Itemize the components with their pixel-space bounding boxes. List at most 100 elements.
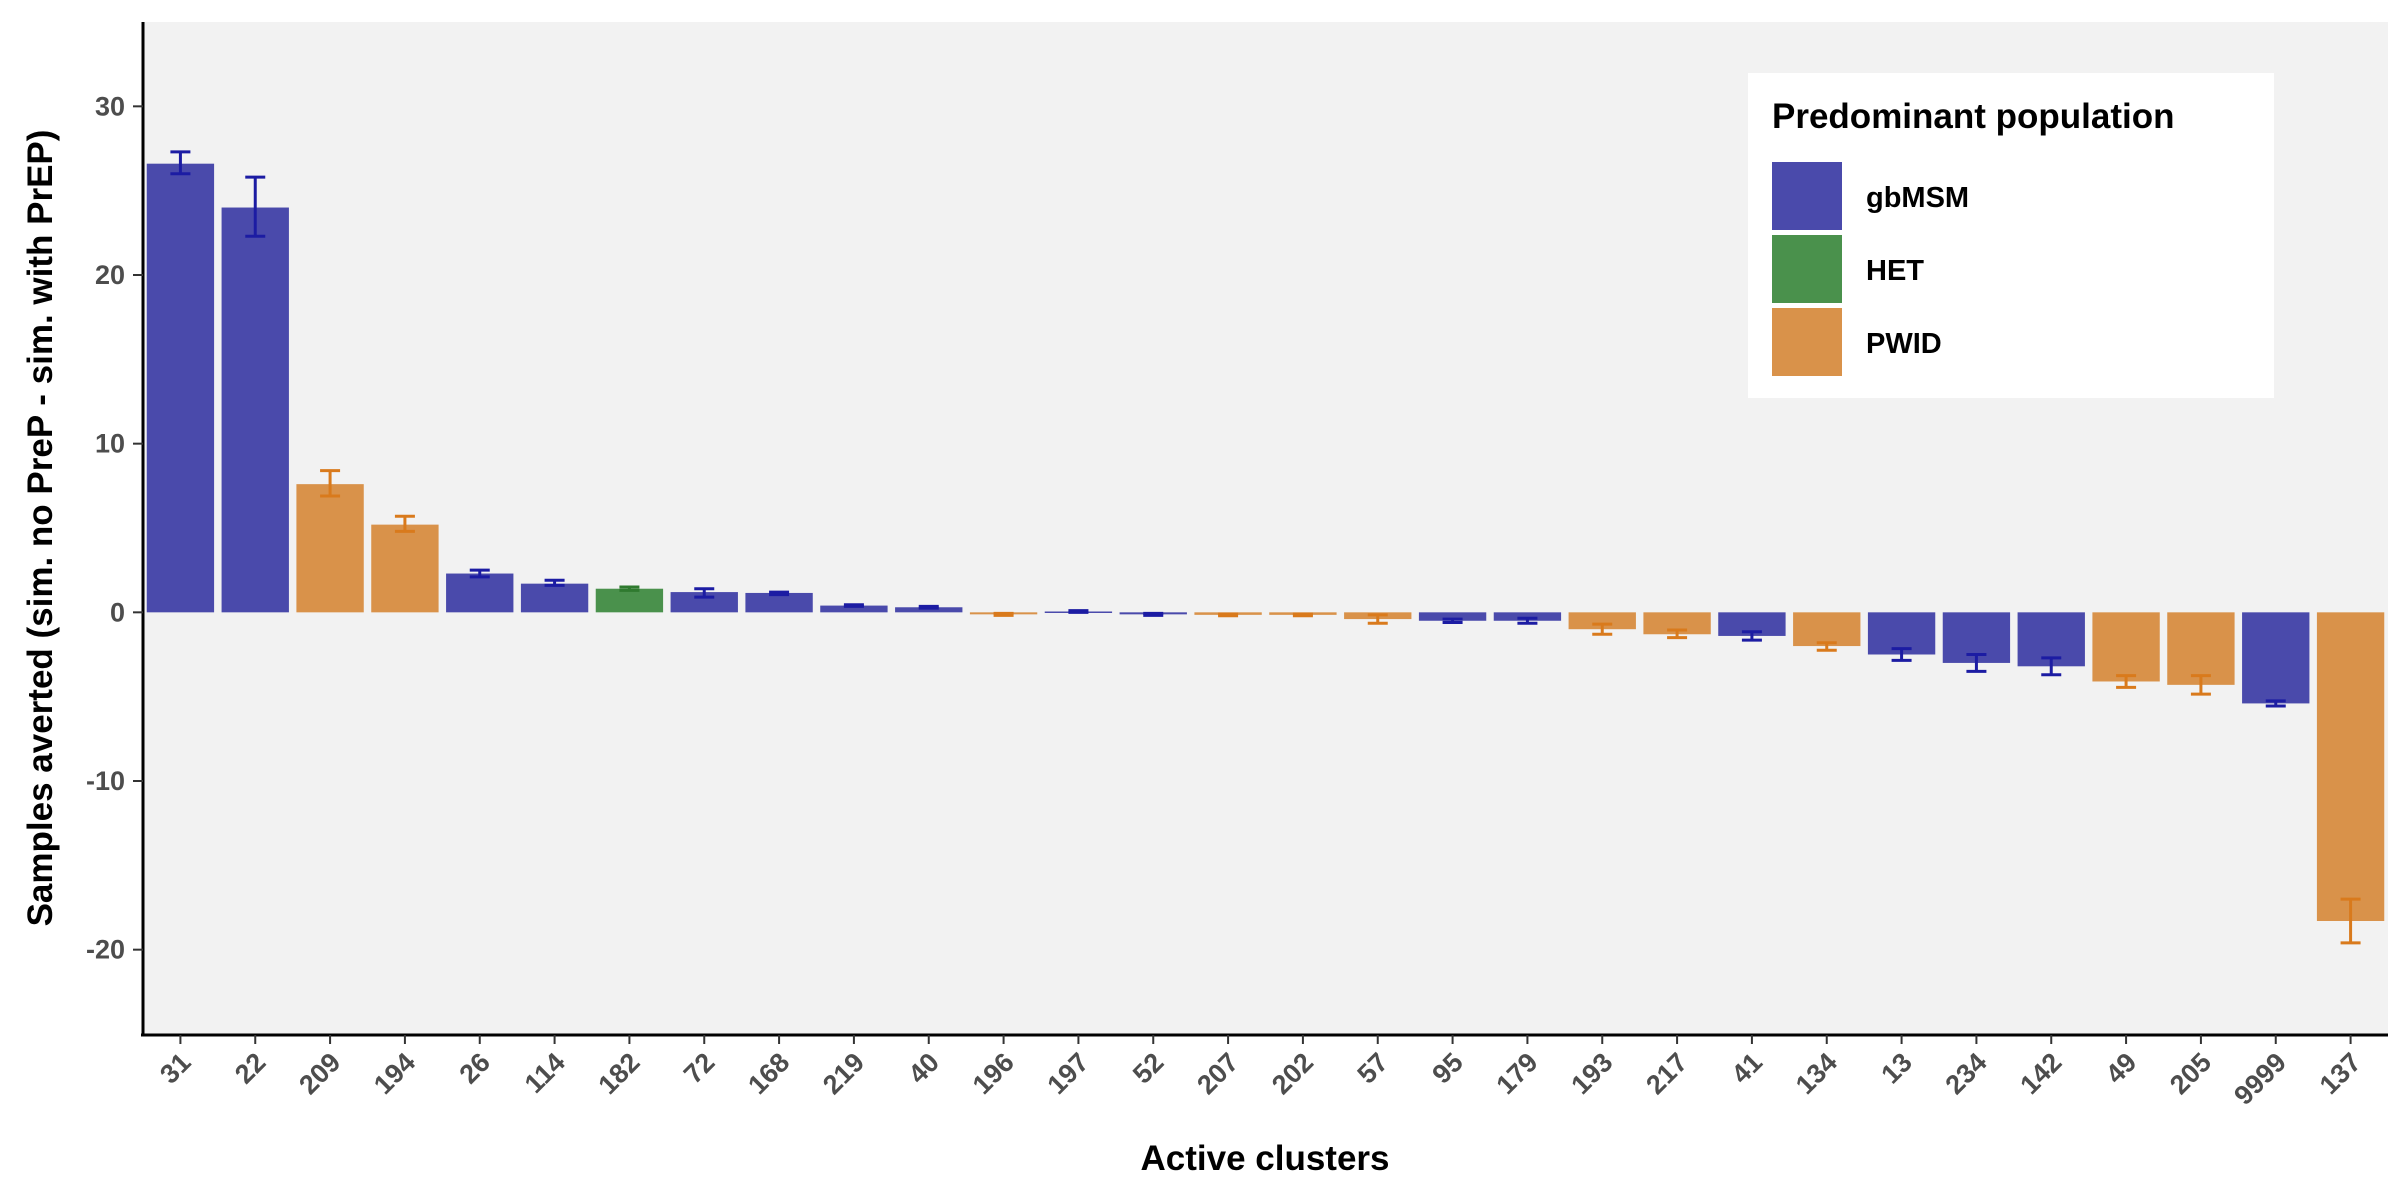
x-tick-label-182: 182 <box>593 1047 646 1100</box>
y-tick-label-0: 0 <box>110 597 125 627</box>
x-tick-label-202: 202 <box>1266 1047 1319 1100</box>
error-bar-234 <box>1966 653 1987 673</box>
x-tick-label-41: 41 <box>1726 1047 1768 1089</box>
x-tick-label-194: 194 <box>368 1047 421 1100</box>
x-tick-label-207: 207 <box>1191 1047 1244 1100</box>
error-bar-114 <box>544 578 565 587</box>
x-axis-title: Active clusters <box>1140 1139 1389 1178</box>
error-bar-9999 <box>2265 699 2286 708</box>
x-tick-label-137: 137 <box>2314 1047 2367 1100</box>
bar-31 <box>146 163 215 613</box>
x-tick-label-217: 217 <box>1640 1047 1693 1100</box>
error-bar-179 <box>1517 616 1538 625</box>
bar-182 <box>595 588 664 613</box>
y-tick-label--20: -20 <box>86 935 125 965</box>
x-tick-label-95: 95 <box>1426 1047 1468 1089</box>
x-axis-ticks: 31 22 209 194 26 114 182 72 168 219 40 196 197 52 207 2… <box>154 1035 2367 1111</box>
error-bar-95 <box>1442 617 1463 624</box>
bar-209 <box>296 484 364 613</box>
bar-193 <box>1568 612 1636 630</box>
x-tick-label-9999: 9999 <box>2228 1047 2292 1111</box>
x-tick-label-209: 209 <box>293 1047 346 1100</box>
x-tick-label-13: 13 <box>1875 1047 1917 1089</box>
error-bar-219 <box>843 603 864 608</box>
bar-205 <box>2167 612 2235 685</box>
bar-168 <box>745 592 813 613</box>
error-bar-49 <box>2116 674 2137 689</box>
x-tick-label-197: 197 <box>1042 1047 1095 1100</box>
legend-label-gbMSM: gbMSM <box>1866 182 1969 214</box>
error-bar-205 <box>2190 674 2211 696</box>
error-bar-41 <box>1741 630 1762 642</box>
legend-title: Predominant population <box>1772 97 2174 136</box>
error-bar-134 <box>1816 641 1837 652</box>
y-tick-label-30: 30 <box>95 91 125 121</box>
bar-179 <box>1493 612 1562 621</box>
error-bar-31 <box>170 150 191 176</box>
error-bar-26 <box>469 568 490 579</box>
bar-26 <box>446 573 514 613</box>
x-tick-label-52: 52 <box>1127 1047 1169 1089</box>
legend-label-HET: HET <box>1866 255 1924 287</box>
error-bar-142 <box>2041 656 2062 677</box>
error-bar-168 <box>769 590 790 597</box>
error-bar-57 <box>1367 613 1388 625</box>
bar-41 <box>1718 612 1786 636</box>
x-tick-label-196: 196 <box>967 1047 1020 1100</box>
legend-label-PWID: PWID <box>1866 328 1942 360</box>
x-tick-label-219: 219 <box>817 1047 870 1100</box>
error-bar-194 <box>394 514 415 533</box>
error-bar-137 <box>2340 897 2361 945</box>
x-tick-label-72: 72 <box>678 1047 720 1089</box>
x-tick-label-49: 49 <box>2100 1047 2142 1089</box>
error-bar-197 <box>1068 609 1089 614</box>
bar-137 <box>2316 612 2385 921</box>
error-bar-209 <box>320 469 341 498</box>
legend-key-gbMSM <box>1772 162 1842 230</box>
bar-72 <box>670 592 738 613</box>
error-bar-217 <box>1667 628 1688 640</box>
y-tick-label-10: 10 <box>95 429 125 459</box>
y-axis-ticks: -20 -10 0 10 20 30 <box>86 91 143 965</box>
x-tick-label-40: 40 <box>903 1047 945 1089</box>
x-tick-label-31: 31 <box>154 1047 196 1089</box>
x-tick-label-142: 142 <box>2014 1047 2067 1100</box>
y-tick-label-20: 20 <box>95 260 125 290</box>
error-bars <box>170 150 2361 945</box>
bar-217 <box>1643 612 1711 635</box>
bar-49 <box>2092 612 2160 682</box>
error-bar-22 <box>245 175 266 238</box>
error-bar-182 <box>619 585 640 592</box>
bars <box>146 163 2385 921</box>
error-bar-207 <box>1218 612 1239 618</box>
legend: Predominant population gbMSM HET PWID <box>1748 73 2274 398</box>
x-tick-label-26: 26 <box>454 1047 496 1089</box>
error-bar-196 <box>993 611 1014 617</box>
y-axis-title: Samples averted (sim. no PreP - sim. wit… <box>21 130 60 927</box>
bar-219 <box>820 605 888 613</box>
x-tick-label-234: 234 <box>1940 1047 1993 1100</box>
x-tick-label-57: 57 <box>1352 1047 1394 1089</box>
x-tick-label-22: 22 <box>229 1047 271 1089</box>
error-bar-52 <box>1143 611 1164 617</box>
x-tick-label-114: 114 <box>519 1047 571 1099</box>
x-tick-label-168: 168 <box>742 1047 795 1100</box>
bar-95 <box>1418 612 1487 621</box>
bar-194 <box>371 524 439 613</box>
error-bar-72 <box>694 587 715 599</box>
y-tick-label--10: -10 <box>86 766 125 796</box>
x-tick-label-179: 179 <box>1491 1047 1544 1100</box>
bar-9999 <box>2242 612 2310 704</box>
bar-114 <box>520 583 589 613</box>
x-tick-label-205: 205 <box>2164 1047 2217 1100</box>
legend-items: gbMSM HET PWID <box>1772 162 1969 376</box>
error-bar-193 <box>1592 622 1613 636</box>
bar-22 <box>221 207 289 613</box>
error-bar-13 <box>1891 647 1912 662</box>
error-bar-40 <box>918 604 939 610</box>
legend-key-HET <box>1772 235 1842 303</box>
bar-134 <box>1793 612 1861 647</box>
x-tick-label-193: 193 <box>1565 1047 1618 1100</box>
legend-key-PWID <box>1772 308 1842 376</box>
